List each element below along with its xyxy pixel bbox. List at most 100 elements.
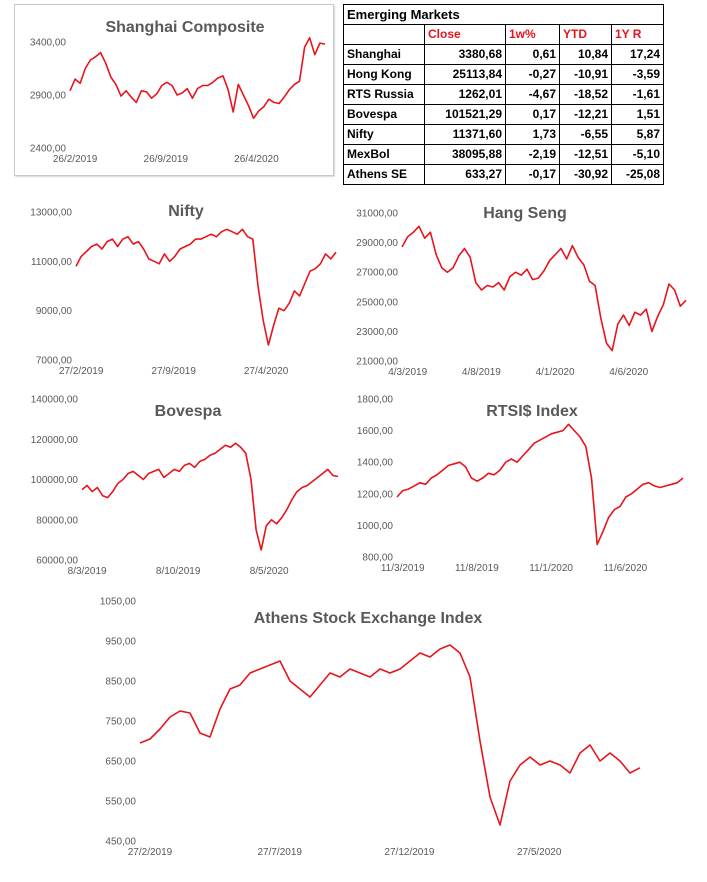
- y-tick-label: 1600,00: [357, 426, 394, 437]
- y-tick-label: 11000,00: [31, 257, 72, 268]
- y-tick-label: 100000,00: [31, 475, 79, 486]
- row-close: 3380,68: [424, 44, 506, 65]
- chart-shanghai: Shanghai Composite3400,002900,002400,002…: [30, 19, 326, 165]
- x-tick-label: 11/6/2020: [603, 563, 647, 574]
- y-tick-label: 750,00: [105, 717, 136, 728]
- table-header-ytd: YTD: [559, 24, 612, 45]
- series-line: [401, 225, 687, 352]
- chart-panel-shanghai: Shanghai Composite 3400,00 2900,00 2400,00 2…: [14, 4, 334, 176]
- y-tick-label: 850,00: [105, 677, 136, 688]
- chart-title: Nifty: [168, 203, 204, 220]
- chart-panel-bovespa: Bovespa 140000,00 120000,00 100000,00 80000,…: [8, 390, 340, 590]
- x-tick-label: 27/2/2019: [59, 366, 104, 377]
- row-1y: 1,51: [611, 104, 664, 125]
- row-1y: 17,24: [611, 44, 664, 65]
- y-tick-label: 29000,00: [356, 238, 398, 249]
- row-ytd: -18,52: [559, 84, 612, 105]
- emerging-markets-table: Emerging Markets Close 1w% YTD 1Y R Shan…: [343, 4, 664, 185]
- table-header-row: Close 1w% YTD 1Y R: [343, 24, 664, 45]
- row-name: Hong Kong: [343, 64, 425, 85]
- table-header-1w: 1w%: [505, 24, 560, 45]
- y-tick-label: 1800,00: [357, 395, 394, 406]
- x-tick-label: 26/4/2020: [234, 154, 279, 165]
- x-tick-label: 11/8/2019: [455, 563, 499, 574]
- y-tick-label: 650,00: [105, 757, 136, 768]
- chart-title: Hang Seng: [483, 205, 567, 222]
- chart-panel-rtsi: RTSI$ Index 1800,00 1600,00 1400,00 1200,00 1…: [340, 390, 700, 590]
- table-row: Shanghai 3380,68 0,61 10,84 17,24: [343, 44, 664, 65]
- y-tick-label: 950,00: [105, 637, 136, 648]
- y-tick-label: 60000,00: [36, 556, 78, 567]
- y-tick-label: 13000,00: [30, 208, 72, 219]
- x-tick-label: 27/7/2019: [257, 847, 302, 858]
- row-1w: 1,73: [505, 124, 560, 145]
- y-tick-label: 31000,00: [356, 209, 398, 220]
- row-close: 25113,84: [424, 64, 506, 85]
- series-line: [396, 423, 684, 546]
- row-close: 633,27: [424, 164, 506, 185]
- chart-title: Athens Stock Exchange Index: [254, 610, 483, 627]
- chart-bovespa: Bovespa 140000,00 120000,00 100000,00 80000,…: [31, 395, 339, 577]
- series-line: [75, 228, 337, 346]
- row-close: 11371,60: [424, 124, 506, 145]
- x-tick-label: 4/8/2019: [462, 367, 501, 378]
- y-tick-label: 450,00: [105, 837, 136, 848]
- row-ytd: -30,92: [559, 164, 612, 185]
- row-name: RTS Russia: [343, 84, 425, 105]
- series-line: [81, 442, 339, 551]
- chart-title: Bovespa: [155, 403, 222, 420]
- x-tick-label: 27/4/2020: [244, 366, 289, 377]
- row-1w: -0,27: [505, 64, 560, 85]
- y-tick-label: 1200,00: [357, 489, 394, 500]
- x-tick-label: 27/2/2019: [128, 847, 173, 858]
- chart-panel-hangseng: Hang Seng 31000,00 29000,00 27000,00 25000,0…: [340, 196, 700, 388]
- x-tick-label: 4/6/2020: [609, 367, 648, 378]
- y-tick-label: 25000,00: [356, 297, 398, 308]
- y-tick-label: 7000,00: [36, 356, 73, 367]
- x-tick-label: 4/3/2019: [388, 367, 427, 378]
- x-tick-label: 26/2/2019: [53, 154, 98, 165]
- row-1y: 5,87: [611, 124, 664, 145]
- row-1w: -2,19: [505, 144, 560, 165]
- row-ytd: 10,84: [559, 44, 612, 65]
- x-tick-label: 8/5/2020: [250, 566, 289, 577]
- table-header-1y: 1Y R: [611, 24, 664, 45]
- row-close: 1262,01: [424, 84, 506, 105]
- chart-athens: Athens Stock Exchange Index 1050,00 950,00…: [100, 597, 641, 858]
- chart-title: RTSI$ Index: [486, 403, 578, 420]
- chart-title: Shanghai Composite: [105, 19, 264, 36]
- x-tick-label: 8/10/2019: [156, 566, 201, 577]
- row-close: 38095,88: [424, 144, 506, 165]
- x-tick-label: 8/3/2019: [68, 566, 107, 577]
- table-row: Nifty 11371,60 1,73 -6,55 5,87: [343, 124, 664, 145]
- y-tick-label: 9000,00: [36, 306, 73, 317]
- row-ytd: -10,91: [559, 64, 612, 85]
- chart-panel-nifty: Nifty 13000,00 11000,00 9000,00 7000,00 27/2/…: [8, 196, 340, 388]
- series-line: [139, 644, 641, 826]
- y-tick-label: 800,00: [362, 553, 393, 564]
- table-row: MexBol 38095,88 -2,19 -12,51 -5,10: [343, 144, 664, 165]
- chart-nifty: Nifty 13000,00 11000,00 9000,00 7000,0027/2/…: [30, 203, 337, 377]
- y-tick-label: 2900,00: [30, 91, 67, 102]
- table-row: Bovespa 101521,29 0,17 -12,21 1,51: [343, 104, 664, 125]
- y-tick-label: 550,00: [105, 797, 136, 808]
- x-tick-label: 27/12/2019: [384, 847, 434, 858]
- row-ytd: -12,21: [559, 104, 612, 125]
- y-tick-label: 2400,00: [30, 144, 67, 155]
- row-1y: -25,08: [611, 164, 664, 185]
- table-title: Emerging Markets: [343, 4, 664, 25]
- chart-rtsi: RTSI$ Index 1800,00 1600,00 1400,00 1200,00 1…: [357, 395, 684, 574]
- row-1w: -4,67: [505, 84, 560, 105]
- row-1w: 0,17: [505, 104, 560, 125]
- chart-panel-athens: Athens Stock Exchange Index 1050,00 950,00…: [8, 596, 698, 876]
- row-ytd: -12,51: [559, 144, 612, 165]
- row-name: Bovespa: [343, 104, 425, 125]
- y-tick-label: 21000,00: [356, 357, 398, 368]
- row-ytd: -6,55: [559, 124, 612, 145]
- y-tick-label: 27000,00: [356, 268, 398, 279]
- x-tick-label: 11/1/2020: [529, 563, 573, 574]
- row-1y: -1,61: [611, 84, 664, 105]
- x-tick-label: 11/3/2019: [381, 563, 425, 574]
- y-tick-label: 1400,00: [357, 458, 394, 469]
- table-row: RTS Russia 1262,01 -4,67 -18,52 -1,61: [343, 84, 664, 105]
